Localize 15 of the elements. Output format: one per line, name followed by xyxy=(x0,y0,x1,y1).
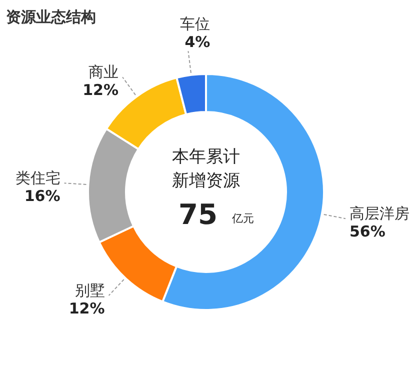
slice-label: 商业 xyxy=(88,63,119,82)
slice-label: 类住宅 xyxy=(15,169,60,188)
data-label: 16% xyxy=(24,187,60,206)
data-label: 56% xyxy=(349,222,386,241)
data-label: 4% xyxy=(184,33,210,52)
text: 新增资源 xyxy=(172,171,240,191)
data-label: 12% xyxy=(82,81,119,100)
slice-label: 高层洋房 xyxy=(349,204,410,223)
data-label: 12% xyxy=(68,300,105,318)
slice-label: 别墅 xyxy=(74,282,105,300)
slice-label: 车位 xyxy=(180,15,210,34)
text: 亿元 xyxy=(231,212,254,225)
chart-title: 资源业态结构 xyxy=(6,8,96,26)
text: 75 xyxy=(178,198,218,231)
text: 本年累计 xyxy=(172,147,240,167)
